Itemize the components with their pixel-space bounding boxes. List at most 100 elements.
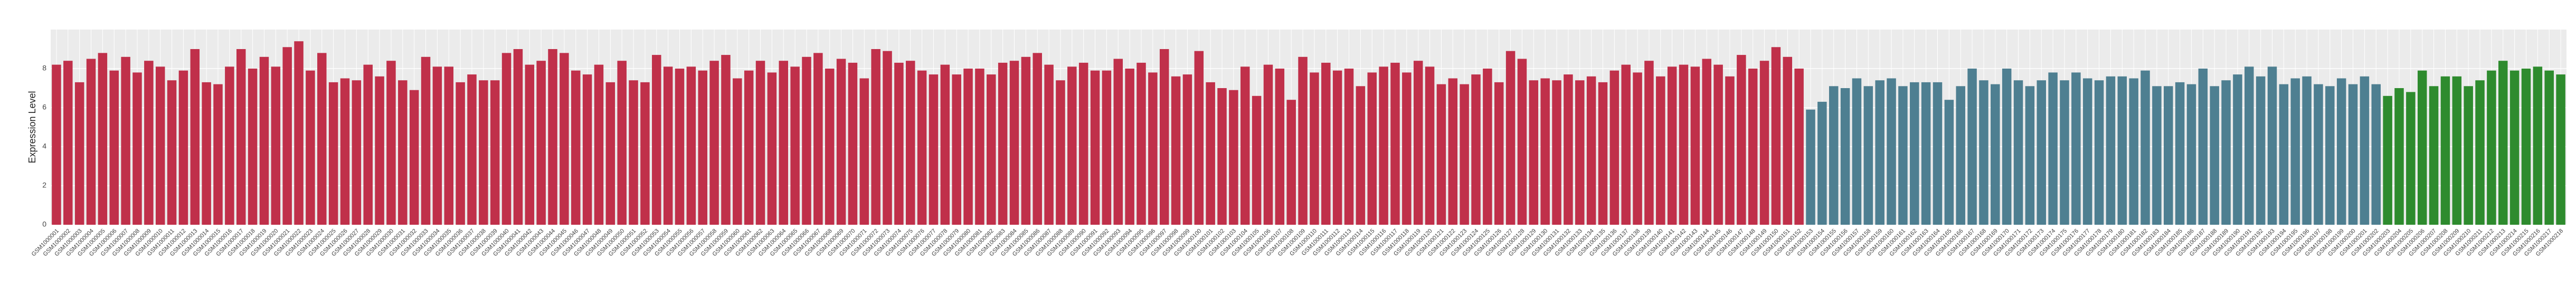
bar [2244, 66, 2254, 225]
bar [663, 66, 673, 225]
bar [1090, 70, 1100, 225]
bar [421, 56, 431, 225]
bar [63, 61, 73, 225]
bar [444, 66, 453, 225]
bar [2198, 69, 2208, 225]
bar [490, 80, 500, 225]
bar [836, 59, 846, 225]
bar [2475, 80, 2485, 225]
bar [1206, 82, 1215, 225]
bar [1137, 62, 1146, 225]
bar [917, 70, 927, 225]
bar [2533, 66, 2543, 225]
bar [2302, 76, 2312, 225]
bar [132, 72, 142, 225]
bar [236, 49, 246, 225]
bar [2498, 61, 2508, 225]
bar [501, 53, 512, 225]
bar [2336, 78, 2346, 225]
bar [1517, 59, 1527, 225]
bar [1621, 64, 1631, 225]
bar [2371, 84, 2381, 225]
bar [1159, 49, 1169, 225]
bar [525, 64, 535, 225]
bar [594, 64, 604, 225]
bar [1390, 62, 1400, 225]
bar [536, 61, 546, 225]
bar [1829, 86, 1839, 225]
bar [779, 61, 789, 225]
bar [1598, 82, 1608, 225]
bar [1379, 66, 1388, 225]
bar [282, 47, 292, 225]
bar [952, 74, 961, 225]
bar [1748, 69, 1758, 225]
bar [2071, 72, 2081, 225]
bar [1356, 86, 1366, 225]
bar [2544, 70, 2554, 225]
bar [1852, 78, 1862, 225]
bar [2452, 76, 2462, 225]
bar [2152, 86, 2162, 225]
bar [1009, 61, 1019, 225]
bar [2256, 76, 2266, 225]
bar [375, 76, 384, 225]
bar [802, 56, 811, 225]
bar [2025, 86, 2035, 225]
bar [271, 66, 281, 225]
bar [2082, 78, 2092, 225]
bar [248, 69, 258, 225]
bar [1252, 95, 1262, 225]
bar [2440, 76, 2450, 225]
bar [1148, 72, 1158, 225]
bar [698, 70, 707, 225]
bar [1436, 84, 1446, 225]
bar [790, 66, 800, 225]
y-tick-label: 2 [42, 181, 46, 189]
bar [2429, 86, 2439, 225]
bar [1402, 72, 1412, 225]
bar [686, 66, 696, 225]
bar [1875, 80, 1884, 225]
bar [1667, 66, 1677, 225]
bar [2360, 76, 2370, 225]
bar [2394, 88, 2404, 225]
bar [2141, 70, 2150, 225]
bar [1229, 90, 1238, 225]
bar [675, 69, 685, 225]
bar [560, 53, 569, 225]
bar [479, 80, 488, 225]
bar [317, 53, 327, 225]
bar [605, 82, 615, 225]
bar [1921, 82, 1931, 225]
bar [2464, 86, 2473, 225]
bar [1737, 55, 1746, 225]
bar [1956, 86, 1965, 225]
bar [1056, 80, 1065, 225]
bar [825, 69, 835, 225]
y-tick-label: 4 [42, 142, 46, 150]
bar [1298, 56, 1308, 225]
bar [52, 64, 61, 225]
bar [894, 62, 904, 225]
bar [294, 41, 304, 225]
bar [859, 78, 869, 225]
bar [259, 56, 269, 225]
bar [998, 62, 1008, 225]
bar [202, 82, 211, 225]
bar [2094, 80, 2104, 225]
bar [2290, 78, 2300, 225]
bar [2175, 82, 2185, 225]
bar [1529, 80, 1539, 225]
bar [328, 82, 338, 225]
bar [456, 82, 465, 225]
bar [733, 78, 742, 225]
bar [629, 80, 638, 225]
bar [1702, 59, 1711, 225]
bar [617, 61, 627, 225]
bar [2048, 72, 2058, 225]
bar [1771, 47, 1781, 225]
bar [1944, 100, 1954, 225]
bar [1263, 64, 1273, 225]
bar [1887, 78, 1896, 225]
